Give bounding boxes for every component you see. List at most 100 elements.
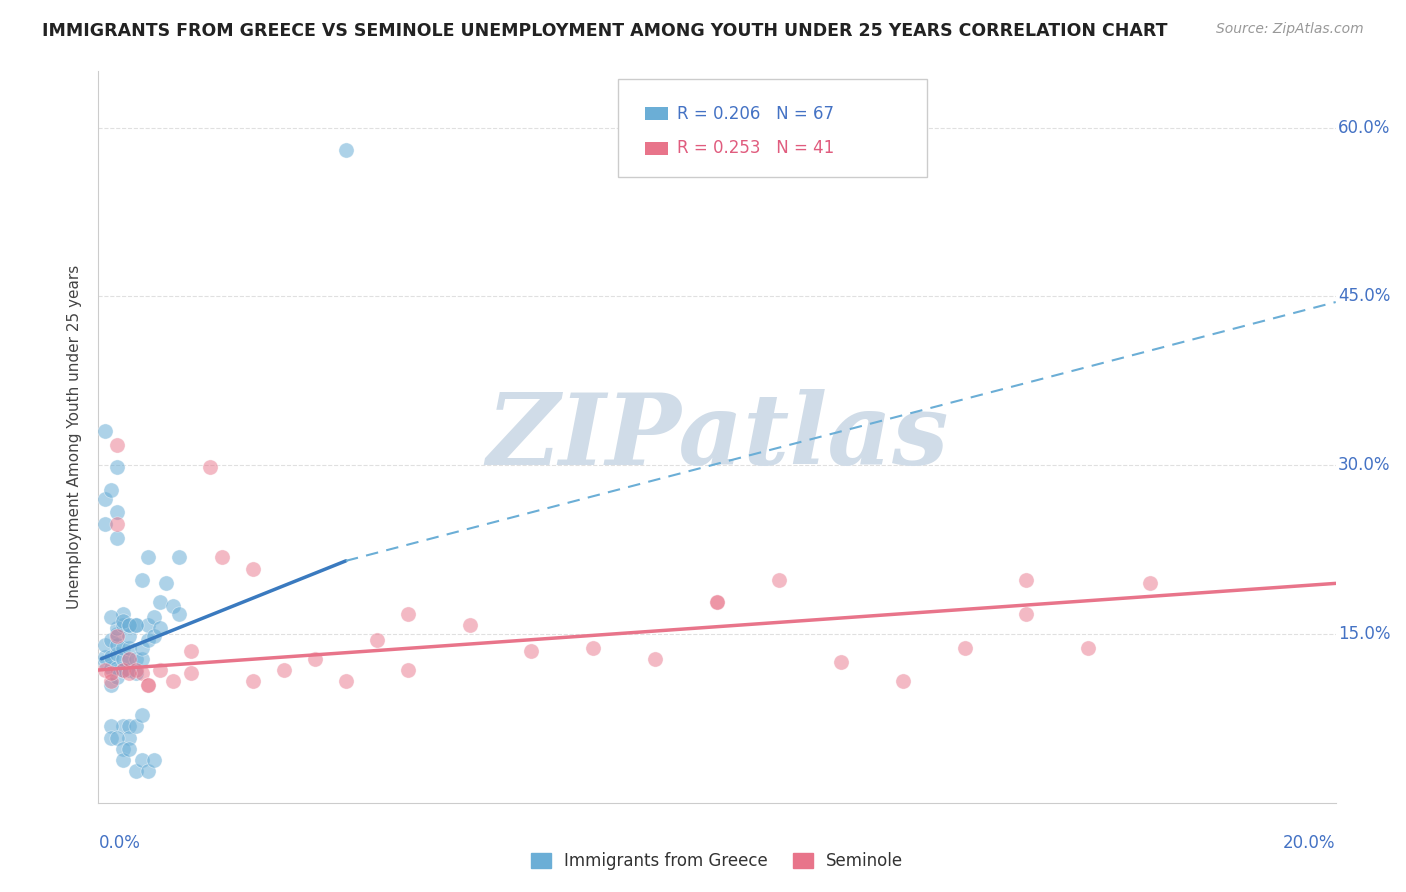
Point (242, 562, 264, 576)
Point (93, 649, 115, 664)
Point (93, 638, 115, 652)
Point (167, 550, 190, 565)
Bar (645, 142, 668, 154)
Point (458, 618, 481, 632)
Text: R = 0.206   N = 67: R = 0.206 N = 67 (678, 104, 835, 123)
Point (93, 655, 115, 669)
Point (143, 753, 166, 767)
Point (112, 652, 135, 666)
Point (891, 674, 914, 689)
Point (304, 652, 326, 666)
Point (100, 731, 122, 745)
Point (136, 764, 159, 779)
Point (644, 652, 666, 666)
Point (1139, 576, 1161, 591)
Point (366, 632, 388, 647)
Point (768, 573, 790, 587)
Point (131, 640, 153, 655)
Point (396, 663, 419, 677)
Point (162, 599, 184, 613)
Point (105, 627, 128, 641)
Bar (645, 107, 668, 120)
Point (105, 532, 128, 546)
Point (520, 644, 543, 658)
Point (149, 621, 172, 635)
Point (100, 649, 122, 664)
Point (118, 618, 141, 632)
Point (124, 618, 146, 632)
Point (396, 607, 419, 621)
Point (112, 719, 135, 733)
Point (124, 764, 146, 779)
Point (118, 663, 141, 677)
Point (100, 610, 122, 624)
Point (706, 595, 728, 609)
Point (162, 674, 184, 689)
Point (149, 663, 172, 677)
Text: ZIPatlas: ZIPatlas (486, 389, 948, 485)
Point (1015, 573, 1038, 587)
Point (105, 647, 128, 661)
Text: 45.0%: 45.0% (1339, 287, 1391, 305)
Point (124, 663, 146, 677)
Point (118, 741, 141, 756)
Point (136, 550, 159, 565)
Point (118, 652, 141, 666)
Text: 0.0%: 0.0% (98, 834, 141, 852)
Point (100, 661, 122, 675)
Point (118, 640, 141, 655)
Point (136, 678, 159, 692)
Point (167, 607, 190, 621)
Y-axis label: Unemployment Among Youth under 25 years: Unemployment Among Youth under 25 years (66, 265, 82, 609)
Point (93, 516, 115, 531)
Point (335, 674, 357, 689)
Point (112, 753, 135, 767)
Point (105, 460, 128, 475)
Point (100, 678, 122, 692)
Point (100, 632, 122, 647)
Text: 60.0%: 60.0% (1339, 119, 1391, 136)
Point (155, 576, 177, 591)
Point (143, 629, 166, 643)
FancyBboxPatch shape (619, 78, 928, 178)
Point (1015, 607, 1038, 621)
Point (124, 666, 146, 681)
Point (105, 438, 128, 452)
Point (124, 719, 146, 733)
Point (105, 516, 128, 531)
Point (112, 618, 135, 632)
Legend: Immigrants from Greece, Seminole: Immigrants from Greece, Seminole (523, 844, 911, 879)
Point (198, 460, 221, 475)
Point (118, 652, 141, 666)
Point (118, 629, 141, 643)
Point (136, 678, 159, 692)
Point (112, 640, 135, 655)
Point (93, 491, 115, 506)
Point (105, 661, 128, 675)
Point (93, 663, 115, 677)
Point (143, 610, 166, 624)
Text: IMMIGRANTS FROM GREECE VS SEMINOLE UNEMPLOYMENT AMONG YOUTH UNDER 25 YEARS CORRE: IMMIGRANTS FROM GREECE VS SEMINOLE UNEMP… (42, 22, 1167, 40)
Point (100, 719, 122, 733)
Text: 20.0%: 20.0% (1284, 834, 1336, 852)
Point (953, 640, 976, 655)
Point (105, 670, 128, 684)
Point (100, 666, 122, 681)
Point (830, 655, 852, 669)
Point (582, 640, 605, 655)
Point (118, 719, 141, 733)
Point (105, 621, 128, 635)
Text: R = 0.253   N = 41: R = 0.253 N = 41 (678, 139, 835, 157)
Point (136, 618, 159, 632)
Point (105, 638, 128, 652)
Point (124, 618, 146, 632)
Point (131, 573, 153, 587)
Point (118, 666, 141, 681)
Point (112, 607, 135, 621)
Point (1077, 640, 1099, 655)
Point (124, 652, 146, 666)
Point (131, 652, 153, 666)
Point (112, 663, 135, 677)
Point (131, 753, 153, 767)
Point (706, 595, 728, 609)
